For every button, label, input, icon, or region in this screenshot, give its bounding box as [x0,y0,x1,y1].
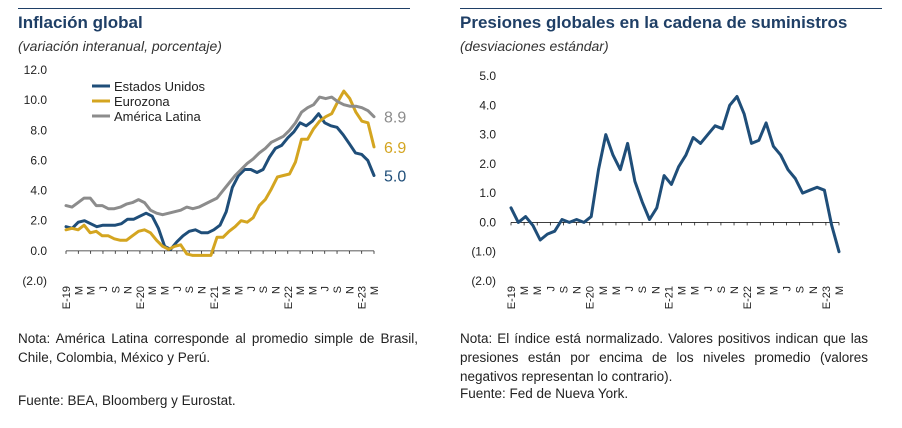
x-tick-label: E-22 [742,286,754,309]
x-tick-label: E-20 [135,286,147,309]
x-tick-label: E-20 [585,286,597,309]
x-tick-label: S [110,286,122,293]
x-tick-label: E-19 [506,286,518,309]
inflation-chart: (2.0)0.02.04.06.08.010.012.0E-19 M M J S N E-2… [22,63,406,309]
y-tick-label: 0.0 [479,215,496,229]
x-tick-label: M [86,286,98,295]
x-tick-label: N [123,286,135,294]
x-tick-label: M [221,286,233,295]
chart-subtitle: (desviaciones estándar) [460,38,609,54]
x-tick-label: M [677,286,689,295]
x-tick-label: M [755,286,767,295]
x-tick-label: M [295,286,307,295]
x-tick-label: N [572,286,584,294]
x-tick-label: J [172,286,184,292]
x-tick-label: M [834,286,846,295]
x-tick-label: M [160,286,172,295]
y-tick-label: 1.0 [479,186,496,200]
x-tick-label: M [369,286,381,295]
x-tick-label: M [147,286,159,295]
chart-note: Nota: América Latina corresponde al prom… [18,331,418,365]
x-tick-label: S [795,286,807,293]
legend-label: América Latina [114,109,201,124]
x-tick-label: E-21 [663,286,675,309]
x-tick-label: S [258,286,270,293]
x-tick-label: E-21 [209,286,221,309]
legend-label: Estados Unidos [114,79,206,94]
x-tick-label: S [716,286,728,293]
chart-title: Inflación global [18,13,143,32]
x-tick-label: N [270,286,282,294]
x-tick-label: N [808,286,820,294]
x-tick-label: S [332,286,344,293]
x-tick-label: N [344,286,356,294]
x-tick-label: J [545,286,557,292]
x-tick-label: M [519,286,531,295]
legend-label: Eurozona [114,94,170,109]
x-tick-label: N [729,286,741,294]
x-tick-label: M [532,286,544,295]
x-tick-label: S [184,286,196,293]
x-tick-label: M [307,286,319,295]
end-value-label: 6.9 [384,140,406,157]
x-tick-label: E-23 [821,286,833,309]
y-tick-label: (2.0) [22,274,47,288]
chart-title: Presiones globales en la cadena de sumin… [460,13,848,32]
x-tick-label: J [782,286,794,292]
header-rule [460,8,882,9]
x-tick-label: J [624,286,636,292]
series-line-0 [64,112,376,251]
chart-source: Fuente: Fed de Nueva York. [460,386,629,401]
x-tick-label: J [246,286,258,292]
inflation-panel: Inflación global (variación interanual, … [0,0,440,428]
series-line-2 [64,95,376,217]
y-tick-label: 0.0 [30,244,47,258]
x-tick-label: M [233,286,245,295]
end-value-label: 5.0 [384,169,406,186]
chart-note: Nota: El índice está normalizado. Valore… [460,331,868,384]
y-tick-label: 12.0 [24,63,48,77]
chart-source: Fuente: BEA, Bloomberg y Eurostat. [18,393,236,408]
series-line-1 [64,89,376,257]
x-tick-label: J [320,286,332,292]
y-tick-label: (1.0) [471,245,496,259]
x-tick-label: M [690,286,702,295]
y-tick-label: 8.0 [30,123,47,137]
y-tick-label: 6.0 [30,153,47,167]
y-tick-label: 2.0 [479,157,496,171]
x-tick-label: J [703,286,715,292]
header-rule [18,8,410,9]
end-value-label: 8.9 [384,110,406,127]
y-tick-label: 3.0 [479,128,496,142]
x-tick-label: E-23 [357,286,369,309]
x-tick-label: J [98,286,110,292]
supply-chain-panel: Presiones globales en la cadena de sumin… [448,0,902,428]
x-tick-label: S [637,286,649,293]
x-tick-label: M [611,286,623,295]
x-tick-label: S [558,286,570,293]
x-tick-label: M [768,286,780,295]
y-tick-label: 5.0 [479,69,496,83]
x-tick-label: M [598,286,610,295]
x-tick-label: E-22 [283,286,295,309]
series-line-0 [509,95,841,254]
supply-chain-chart: (2.0)(1.0)0.01.02.03.04.05.0E-19 M M J S N E-2… [471,69,846,309]
y-tick-label: 4.0 [479,98,496,112]
y-tick-label: (2.0) [471,274,496,288]
x-tick-label: E-19 [61,286,73,309]
y-tick-label: 10.0 [24,93,48,107]
y-tick-label: 4.0 [30,184,47,198]
y-tick-label: 2.0 [30,214,47,228]
x-tick-label: N [197,286,209,294]
x-tick-label: M [73,286,85,295]
chart-subtitle: (variación interanual, porcentaje) [18,38,222,54]
x-tick-label: N [650,286,662,294]
